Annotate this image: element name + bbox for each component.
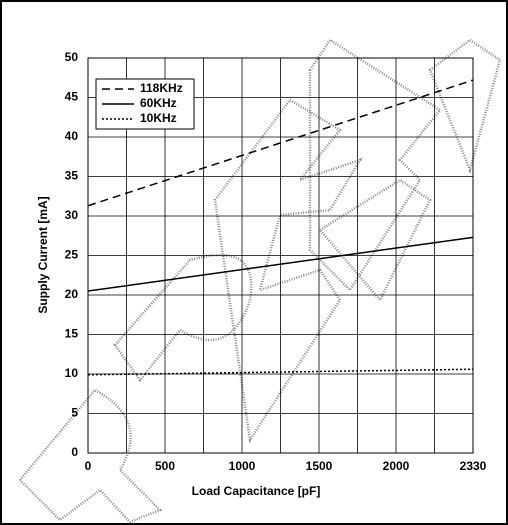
x-tick-label: 2330 [460,459,487,473]
x-tick-label: 500 [155,459,175,473]
y-tick-label: 5 [71,406,78,420]
y-tick-label: 10 [65,366,79,380]
y-tick-label: 45 [65,90,79,104]
y-tick-label: 0 [71,445,78,459]
series-line [87,79,474,207]
x-tick-label: 1000 [229,459,256,473]
y-tick-label: 50 [65,50,79,64]
legend-box [95,78,195,130]
x-tick-label: 0 [85,459,92,473]
y-tick-label: 20 [65,287,79,301]
y-tick-label: 30 [65,208,79,222]
y-tick-label: 35 [65,169,79,183]
legend-label: 118KHz [140,81,183,95]
x-axis-title: Load Capacitance [pF] [192,484,321,498]
y-tick-label: 40 [65,129,79,143]
legend-label: 60KHz [140,96,177,110]
series-line [87,236,474,292]
y-tick-label: 15 [65,327,79,341]
watermark [18,38,502,524]
x-tick-label: 1500 [306,459,333,473]
x-tick-label: 2000 [383,459,410,473]
y-axis-title: Supply Current [mA] [36,196,50,313]
plot-frame [87,57,474,454]
y-tick-label: 25 [65,248,79,262]
legend-label: 10KHz [140,111,177,125]
series-line [87,368,474,376]
